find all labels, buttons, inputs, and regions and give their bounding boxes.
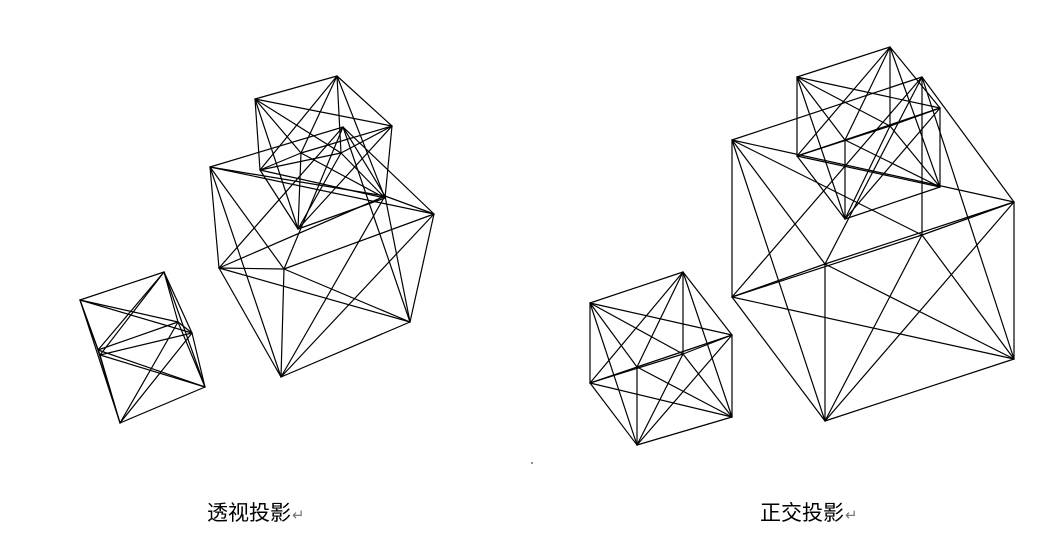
orthographic-caption: 正交投影↵ (760, 498, 858, 530)
orthographic-caption-text: 正交投影 (760, 501, 844, 525)
perspective-projection-drawing (79, 75, 435, 424)
stray-dot (531, 462, 533, 464)
orthographic-projection-drawing (589, 46, 1015, 446)
perspective-caption: 透视投影↵ (207, 498, 305, 530)
orthographic-small-cube (589, 271, 733, 446)
orthographic-top-cube (796, 46, 941, 220)
perspective-top-cube (254, 75, 393, 230)
perspective-small-cube (79, 271, 206, 424)
paragraph-mark-icon: ↵ (845, 506, 858, 524)
perspective-caption-text: 透视投影 (207, 501, 291, 525)
paragraph-mark-icon: ↵ (292, 506, 305, 524)
orthographic-large-cube (731, 76, 1015, 422)
